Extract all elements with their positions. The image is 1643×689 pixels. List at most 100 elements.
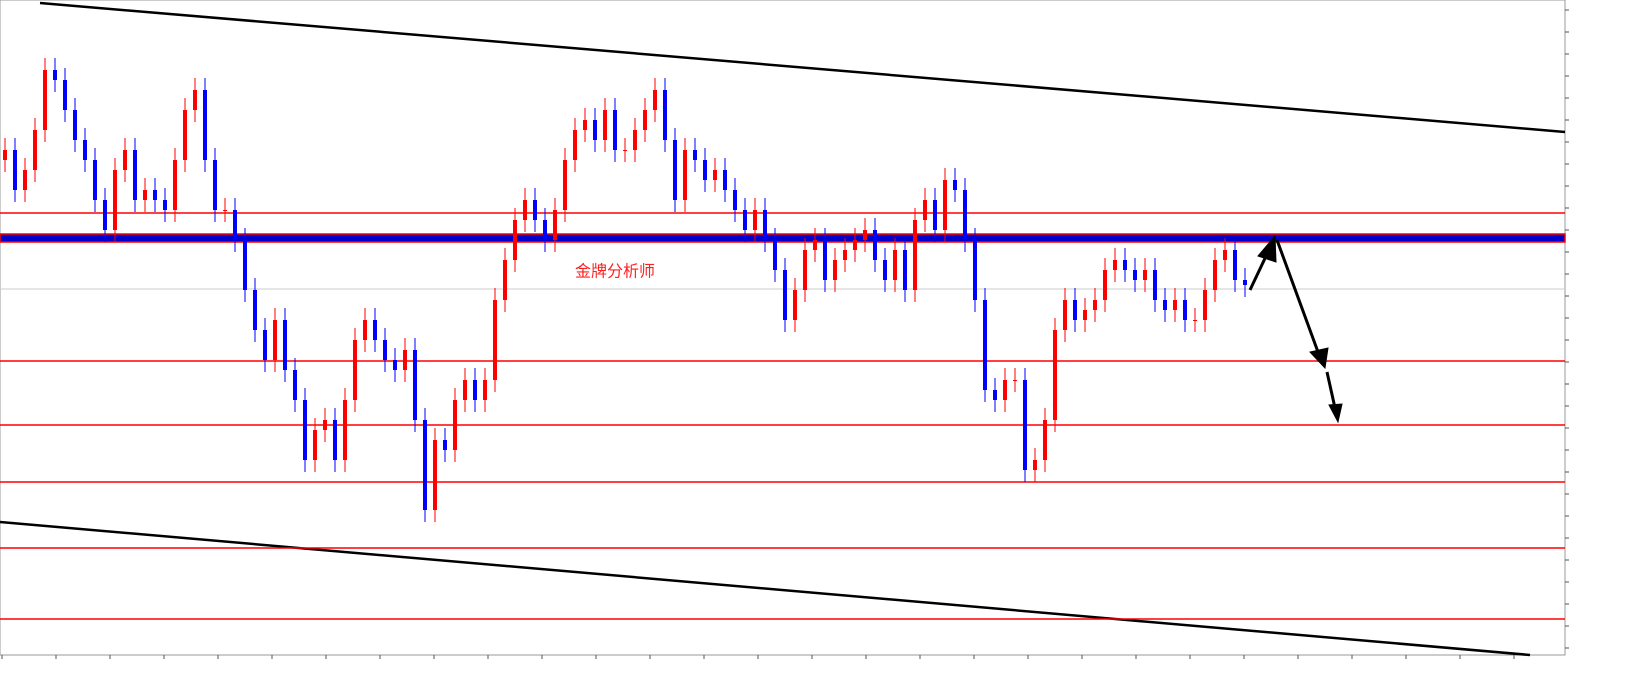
candle-body [563,160,567,210]
candle-body [533,200,537,220]
candle-body [323,420,327,430]
candle-body [273,320,277,360]
candle-body [843,250,847,260]
candle-body [493,300,497,380]
candle-body [173,160,177,210]
candle-body [113,170,117,230]
candle-body [13,150,17,190]
candle-body [683,150,687,200]
candle-body [1103,270,1107,300]
candle-body [583,120,587,130]
candle-body [63,80,67,110]
candle-body [573,130,577,160]
candle-body [1143,270,1147,280]
candle-body [1063,300,1067,330]
candle-body [343,400,347,460]
candle-body [243,240,247,290]
candle-body [983,300,987,390]
candles [3,58,1247,522]
candle-body [993,390,997,400]
candle-body [693,150,697,160]
candle-body [303,400,307,460]
candle-body [1183,300,1187,320]
candle-body [93,160,97,200]
arrow-down [1325,371,1337,409]
candle-body [123,150,127,170]
candle-body [793,290,797,320]
candle-body [143,190,147,200]
candle-body [863,230,867,240]
candle-body [903,250,907,290]
candle-body [713,170,717,180]
candle-body [833,260,837,280]
candle-body [1073,300,1077,320]
candle-body [3,150,7,160]
candle-body [383,340,387,360]
candle-body [373,320,377,340]
candle-body [463,380,467,400]
plot-frame [0,0,1566,656]
candle-body [1093,300,1097,310]
candle-body [883,260,887,280]
candle-body [963,190,967,240]
candle-body [1033,460,1037,470]
candle-body [1223,250,1227,260]
candle-body [1153,270,1157,300]
candle-body [223,210,227,211]
candle-body [453,400,457,450]
candle-body [1003,380,1007,400]
candle-body [1083,310,1087,320]
candle-body [603,110,607,140]
candle-body [923,200,927,220]
candle-body [183,110,187,160]
candle-body [623,150,627,151]
candle-body [313,430,317,460]
candle-body [763,210,767,240]
candle-body [933,200,937,230]
candle-body [553,210,557,240]
candle-body [53,70,57,80]
candle-body [1173,300,1177,310]
candle-body [23,170,27,190]
candle-body [433,440,437,510]
candle-body [803,250,807,290]
candle-body [443,440,447,450]
candle-body [893,250,897,280]
candle-body [663,90,667,140]
candle-body [363,320,367,340]
forecast-arrows [1248,234,1343,424]
levels [0,212,1566,620]
candle-body [1193,320,1197,321]
candle-body [33,130,37,170]
candle-body [1243,280,1247,285]
candle-body [1123,260,1127,270]
candle-body [703,160,707,180]
candle-body [913,220,917,290]
candle-body [1163,300,1167,310]
candle-body [723,170,727,190]
candle-body [473,380,477,400]
candle-body [873,230,877,260]
candle-body [813,240,817,250]
candle-body [423,420,427,510]
candle-body [43,70,47,130]
candle-body [943,180,947,230]
candle-body [103,200,107,230]
candle-body [1053,330,1057,420]
candle-body [543,220,547,240]
candle-body [1233,250,1237,280]
candle-body [263,330,267,360]
candle-body [503,260,507,300]
candle-body [413,350,417,420]
candle-body [1043,420,1047,460]
candle-body [353,340,357,400]
candle-body [133,150,137,200]
candle-body [1133,270,1137,280]
candle-body [233,210,237,240]
candle-body [613,110,617,150]
candle-body [1213,260,1217,290]
candle-body [393,360,397,370]
candle-body [743,210,747,230]
